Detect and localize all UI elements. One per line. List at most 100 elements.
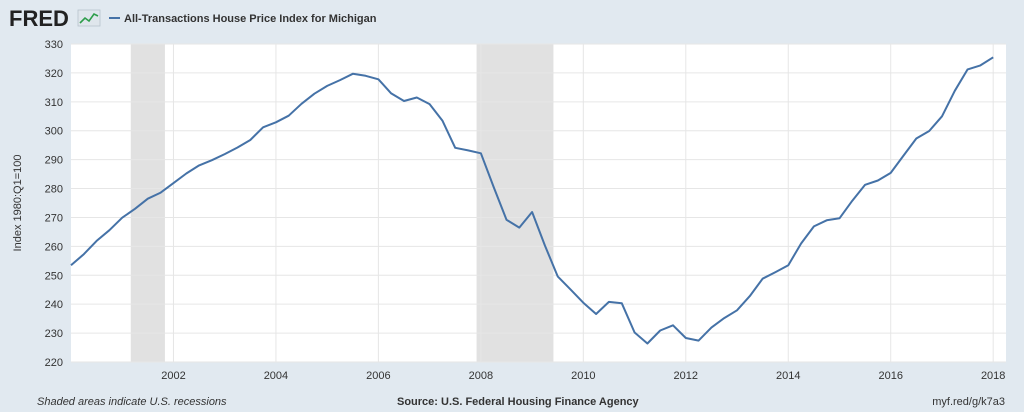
x-tick-label: 2004 (264, 370, 288, 382)
y-tick-label: 250 (45, 270, 63, 282)
data-point[interactable] (888, 170, 893, 175)
x-tick-label: 2016 (878, 370, 902, 382)
data-point[interactable] (440, 118, 445, 123)
data-point[interactable] (568, 287, 573, 292)
data-point[interactable] (696, 338, 701, 343)
y-tick-label: 270 (45, 212, 63, 224)
data-point[interactable] (158, 190, 163, 195)
y-tick-label: 290 (45, 155, 63, 167)
data-point[interactable] (850, 198, 855, 203)
data-point[interactable] (542, 243, 547, 248)
x-tick-label: 2012 (674, 370, 698, 382)
data-point[interactable] (799, 241, 804, 246)
data-point[interactable] (991, 55, 996, 60)
data-point[interactable] (427, 102, 432, 107)
data-point[interactable] (581, 300, 586, 305)
data-point[interactable] (927, 129, 932, 134)
y-tick-label: 320 (45, 68, 63, 80)
data-point[interactable] (709, 325, 714, 330)
y-tick-label: 280 (45, 184, 63, 196)
data-point[interactable] (978, 63, 983, 68)
data-point[interactable] (824, 218, 829, 223)
data-point[interactable] (338, 78, 343, 83)
data-point[interactable] (965, 67, 970, 72)
data-point[interactable] (312, 91, 317, 96)
data-point[interactable] (760, 276, 765, 281)
series-line-1[interactable] (70, 56, 994, 345)
data-point[interactable] (261, 125, 266, 130)
series-layer (69, 55, 996, 346)
data-point[interactable] (453, 145, 458, 150)
data-point[interactable] (376, 77, 381, 82)
data-point[interactable] (837, 216, 842, 221)
data-point[interactable] (632, 330, 637, 335)
y-tick-label: 240 (45, 299, 63, 311)
y-tick-label: 330 (45, 39, 63, 51)
data-point[interactable] (504, 217, 509, 222)
data-point[interactable] (491, 185, 496, 190)
data-point[interactable] (273, 120, 278, 125)
data-point[interactable] (107, 228, 112, 233)
data-point[interactable] (145, 196, 150, 201)
data-point[interactable] (683, 336, 688, 341)
data-point[interactable] (901, 153, 906, 158)
data-point[interactable] (914, 136, 919, 141)
data-point[interactable] (875, 178, 880, 183)
data-point[interactable] (222, 152, 227, 157)
data-point[interactable] (530, 210, 535, 215)
data-point[interactable] (735, 308, 740, 313)
y-tick-label: 220 (45, 357, 63, 369)
data-point[interactable] (952, 88, 957, 93)
data-point[interactable] (197, 163, 202, 168)
short-url[interactable]: myf.red/g/k7a3 (932, 396, 1005, 408)
data-point[interactable] (209, 158, 214, 163)
data-point[interactable] (389, 91, 394, 96)
data-point[interactable] (350, 71, 355, 76)
data-point[interactable] (786, 263, 791, 268)
data-point[interactable] (773, 270, 778, 275)
data-point[interactable] (722, 316, 727, 321)
data-point[interactable] (171, 181, 176, 186)
data-point[interactable] (81, 252, 86, 257)
data-point[interactable] (619, 301, 624, 306)
data-point[interactable] (517, 225, 522, 230)
recession-shading (130, 44, 554, 362)
data-point[interactable] (69, 263, 74, 268)
data-point[interactable] (658, 328, 663, 333)
data-point[interactable] (478, 151, 483, 156)
data-point[interactable] (555, 274, 560, 279)
data-point[interactable] (363, 73, 368, 78)
data-point[interactable] (286, 113, 291, 118)
source-note: Source: U.S. Federal Housing Finance Age… (397, 396, 640, 408)
x-axis-ticks: 2002 2004 2006 2008 2010 2012 2014 2016 2018 (161, 370, 1005, 382)
data-point[interactable] (466, 148, 471, 153)
data-point[interactable] (120, 215, 125, 220)
data-point[interactable] (325, 83, 330, 88)
x-tick-label: 2014 (776, 370, 800, 382)
data-point[interactable] (94, 238, 99, 243)
x-tick-label: 2008 (469, 370, 493, 382)
data-point[interactable] (811, 224, 816, 229)
data-point[interactable] (402, 99, 407, 104)
data-point[interactable] (606, 299, 611, 304)
data-point[interactable] (184, 171, 189, 176)
data-point[interactable] (299, 101, 304, 106)
x-tick-label: 2010 (571, 370, 595, 382)
data-point[interactable] (235, 145, 240, 150)
y-tick-label: 260 (45, 241, 63, 253)
data-point[interactable] (671, 323, 676, 328)
data-point[interactable] (863, 182, 868, 187)
data-point[interactable] (248, 138, 253, 143)
data-point[interactable] (133, 206, 138, 211)
data-point[interactable] (414, 95, 419, 100)
data-point[interactable] (594, 312, 599, 317)
data-point[interactable] (645, 341, 650, 346)
legend-label[interactable]: All-Transactions House Price Index for M… (124, 13, 377, 25)
gridlines (71, 43, 1006, 363)
fred-logo[interactable]: FRED (9, 6, 69, 31)
data-point[interactable] (747, 294, 752, 299)
y-axis-label: Index 1980:Q1=100 (12, 155, 24, 252)
data-point[interactable] (940, 114, 945, 119)
